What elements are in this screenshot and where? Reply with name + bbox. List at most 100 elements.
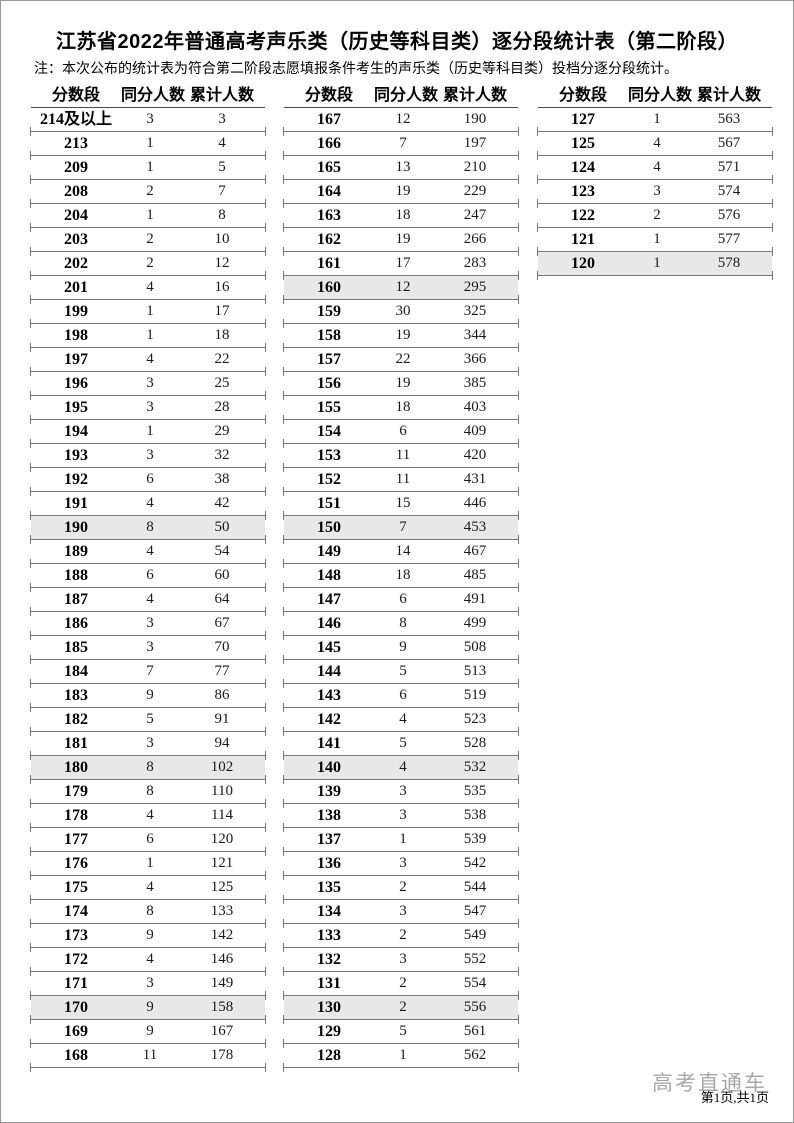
- cumulative-cell: 4: [218, 135, 226, 151]
- cumulative-cell: 431: [463, 471, 487, 487]
- table-row: 160 12 295: [283, 276, 519, 304]
- score-cell: 125: [571, 135, 595, 152]
- cumulative-cell: 567: [717, 135, 741, 151]
- score-cell: 133: [317, 927, 341, 944]
- table-row: 209 1 5: [30, 156, 266, 184]
- table-row: 172 4 146: [30, 948, 266, 976]
- header-same-score-count: 同分人数: [121, 87, 186, 104]
- score-cell: 187: [64, 591, 88, 608]
- score-cell: 161: [317, 255, 341, 272]
- score-cell: 130: [317, 999, 341, 1016]
- cumulative-cell: 519: [463, 687, 487, 703]
- page-indicator: 第1页,共1页: [700, 1090, 769, 1105]
- cumulative-cell: 190: [463, 111, 487, 127]
- score-cell: 128: [317, 1047, 341, 1064]
- count-cell: 3: [146, 639, 154, 655]
- cumulative-cell: 547: [463, 903, 487, 919]
- score-cell: 154: [317, 423, 341, 440]
- table-row: 190 8 50: [30, 516, 266, 544]
- cumulative-cell: 574: [717, 183, 741, 199]
- table-row: 197 4 22: [30, 348, 266, 376]
- count-cell: 9: [146, 999, 154, 1015]
- count-cell: 2: [399, 999, 407, 1015]
- cumulative-cell: 366: [463, 351, 487, 367]
- score-cell: 183: [64, 687, 88, 704]
- table-row: 161 17 283: [283, 252, 519, 280]
- score-cell: 158: [317, 327, 341, 344]
- table-row: 166 7 197: [283, 132, 519, 160]
- header-score-range: 分数段: [304, 87, 353, 104]
- cumulative-cell: 64: [214, 591, 230, 607]
- table-row: 127 1 563: [537, 108, 773, 136]
- score-cell: 208: [64, 183, 88, 200]
- cumulative-cell: 528: [463, 735, 487, 751]
- score-cell: 201: [64, 279, 88, 296]
- count-cell: 6: [399, 687, 407, 703]
- table-row: 181 3 94: [30, 732, 266, 760]
- count-cell: 5: [399, 1023, 407, 1039]
- cumulative-cell: 467: [463, 543, 487, 559]
- count-cell: 2: [146, 231, 154, 247]
- cumulative-cell: 178: [210, 1047, 234, 1063]
- count-cell: 3: [146, 975, 154, 991]
- header-same-score-count: 同分人数: [628, 87, 693, 104]
- cumulative-cell: 3: [218, 111, 226, 127]
- score-cell: 140: [317, 759, 341, 776]
- cumulative-cell: 561: [463, 1023, 487, 1039]
- cumulative-cell: 22: [214, 351, 230, 367]
- count-cell: 11: [142, 1047, 158, 1063]
- score-cell: 132: [317, 951, 341, 968]
- cumulative-cell: 146: [210, 951, 234, 967]
- table-row: 152 11 431: [283, 468, 519, 496]
- count-cell: 4: [146, 351, 154, 367]
- count-cell: 30: [395, 303, 411, 319]
- score-cell: 202: [64, 255, 88, 272]
- score-cell: 177: [64, 831, 88, 848]
- cumulative-cell: 491: [463, 591, 487, 607]
- cumulative-cell: 8: [218, 207, 226, 223]
- count-cell: 2: [146, 255, 154, 271]
- score-cell: 184: [64, 663, 88, 680]
- table-row: 147 6 491: [283, 588, 519, 616]
- score-cell: 178: [64, 807, 88, 824]
- count-cell: 3: [146, 447, 154, 463]
- score-cell: 120: [571, 255, 595, 272]
- score-cell: 137: [317, 831, 341, 848]
- table-body: 167 12 190 166 7 197 165 13 210 164 19 229 163 18 247 1…: [283, 108, 519, 1072]
- score-cell: 136: [317, 855, 341, 872]
- table-row: 163 18 247: [283, 204, 519, 232]
- table-header-row: 分数段 同分人数 累计人数: [31, 85, 265, 108]
- score-cell: 164: [317, 183, 341, 200]
- cumulative-cell: 42: [214, 495, 230, 511]
- table-row: 180 8 102: [30, 756, 266, 784]
- count-cell: 17: [395, 255, 411, 271]
- score-cell: 181: [64, 735, 88, 752]
- table-row: 153 11 420: [283, 444, 519, 472]
- count-cell: 3: [146, 615, 154, 631]
- cumulative-cell: 539: [463, 831, 487, 847]
- header-score-range: 分数段: [51, 87, 100, 104]
- table-row: 203 2 10: [30, 228, 266, 256]
- table-row: 178 4 114: [30, 804, 266, 832]
- count-cell: 19: [395, 327, 411, 343]
- cumulative-cell: 499: [463, 615, 487, 631]
- score-cell: 157: [317, 351, 341, 368]
- cumulative-cell: 158: [210, 999, 234, 1015]
- score-cell: 191: [64, 495, 88, 512]
- table-body: 214及以上 3 3 213 1 4 209 1 5 208 2 7 204 1 8 203 2 10 202 2 12…: [30, 108, 266, 1072]
- score-cell: 149: [317, 543, 341, 560]
- count-cell: 18: [395, 567, 411, 583]
- cumulative-cell: 420: [463, 447, 487, 463]
- count-cell: 2: [399, 879, 407, 895]
- cumulative-cell: 563: [717, 111, 741, 127]
- cumulative-cell: 94: [214, 735, 230, 751]
- score-cell: 152: [317, 471, 341, 488]
- count-cell: 6: [146, 567, 154, 583]
- count-cell: 2: [399, 975, 407, 991]
- table-row: 139 3 535: [283, 780, 519, 808]
- table-row: 195 3 28: [30, 396, 266, 424]
- count-cell: 8: [146, 903, 154, 919]
- header-cumulative-count: 累计人数: [442, 87, 507, 104]
- count-cell: 4: [146, 495, 154, 511]
- table-row: 193 3 32: [30, 444, 266, 472]
